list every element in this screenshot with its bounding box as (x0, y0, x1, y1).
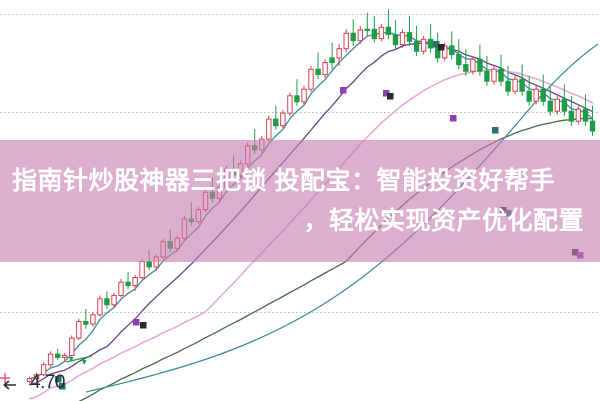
candle-up (287, 95, 293, 114)
signal-marker (140, 322, 147, 329)
candle-up (336, 48, 342, 59)
candle-down (498, 68, 504, 82)
candlestick-series (26, 9, 596, 384)
signal-marker (340, 87, 347, 94)
candle-down (427, 38, 434, 49)
candle-down (406, 32, 413, 42)
candle-down (540, 88, 546, 102)
candle-down (526, 90, 532, 102)
signal-marker (55, 376, 62, 383)
candle-down (315, 68, 321, 75)
candle-up (62, 354, 68, 358)
candle-down (146, 261, 152, 268)
candle-up (118, 281, 124, 297)
candle-up (343, 32, 349, 50)
signal-marker (433, 41, 440, 48)
candle-up (90, 314, 96, 325)
candle-up (322, 62, 328, 76)
candle-up (308, 68, 314, 90)
candle-up (357, 29, 364, 42)
candle-down (385, 26, 392, 36)
candle-up (491, 68, 497, 82)
candle-up (76, 321, 82, 339)
candle-up (47, 353, 54, 366)
candle-up (69, 337, 75, 356)
candle-down (589, 120, 596, 132)
candle-down (568, 110, 575, 122)
signal-marker (383, 90, 390, 97)
green-arrow-marker (82, 360, 87, 365)
candle-up (399, 32, 406, 46)
signal-marker (438, 44, 445, 51)
candle-down (449, 45, 455, 56)
candle-up (97, 298, 103, 316)
ma-purple-line (28, 42, 594, 386)
candle-up (26, 378, 33, 382)
candle-down (463, 64, 469, 72)
price-axis-label: 4.70 (30, 372, 65, 393)
signal-marker (133, 319, 140, 326)
candle-up (266, 118, 272, 140)
candle-down (329, 57, 335, 64)
candle-up (470, 58, 476, 72)
candle-down (519, 78, 525, 92)
candle-down (547, 100, 553, 112)
candle-down (83, 321, 89, 325)
candle-up (139, 261, 145, 279)
candle-up (301, 88, 307, 103)
banner-headline-line-1: 指南针炒股神器三把锁 投配宝：智能投资好帮手 (12, 167, 555, 195)
candle-up (378, 26, 385, 40)
candle-down (561, 98, 568, 112)
candle-down (505, 80, 511, 92)
candle-up (575, 108, 582, 122)
candle-up (40, 364, 47, 376)
candle-down (392, 34, 399, 46)
candle-down (435, 47, 441, 59)
candle-down (294, 95, 300, 103)
candle-down (350, 32, 356, 42)
green-arrow-marker (69, 357, 74, 362)
candle-up (512, 78, 518, 92)
candle-down (125, 281, 131, 287)
banner-headline-line-2: ，轻松实现资产优化配置 (303, 207, 584, 235)
candle-down (456, 54, 462, 66)
candle-down (371, 28, 378, 40)
candle-up (111, 295, 117, 306)
signal-marker (492, 127, 499, 134)
candle-up (33, 374, 40, 380)
candle-down (484, 70, 490, 82)
candle-down (413, 40, 420, 52)
green-base-line (65, 355, 93, 363)
candle-down (104, 298, 110, 306)
candle-up (554, 98, 560, 112)
signal-marker (387, 93, 394, 100)
candle-up (533, 88, 539, 102)
candle-up (420, 38, 427, 52)
candle-down (273, 118, 279, 127)
signal-marker (450, 115, 457, 122)
candle-down (364, 28, 371, 31)
signal-marker (59, 383, 66, 390)
candle-up (280, 112, 286, 127)
candle-down (55, 353, 61, 358)
promo-banner-overlay: 指南针炒股神器三把锁 投配宝：智能投资好帮手 ，轻松实现资产优化配置 (0, 140, 600, 262)
candle-down (477, 58, 483, 72)
price-pointer-icon (0, 373, 16, 390)
candle-down (582, 108, 589, 122)
candle-up (442, 45, 448, 59)
candle-up (132, 277, 138, 286)
